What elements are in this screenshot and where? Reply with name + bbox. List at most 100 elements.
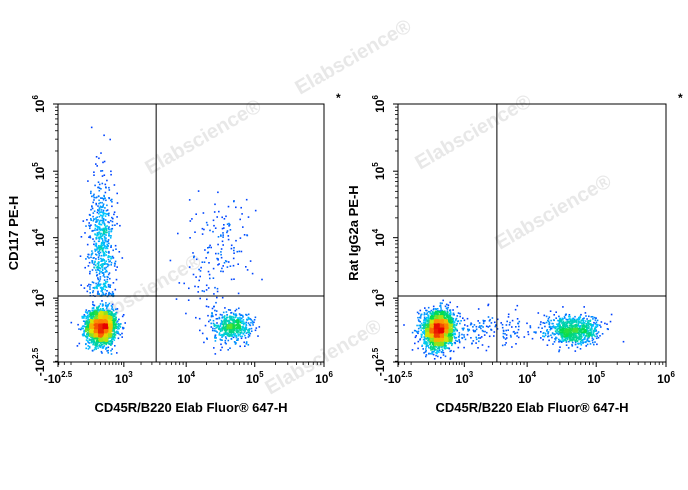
event-dot [458, 334, 461, 336]
event-dot [112, 249, 114, 252]
event-dot [581, 332, 584, 335]
event-dot [576, 329, 578, 332]
event-dot [222, 323, 224, 325]
event-dot [105, 209, 108, 212]
event-dot [86, 219, 88, 221]
event-dot [98, 228, 101, 231]
event-dot [99, 219, 102, 222]
event-dot [419, 324, 422, 327]
event-dot [584, 329, 587, 331]
event-dot [94, 337, 97, 339]
event-dot [564, 327, 567, 329]
event-dot [475, 336, 477, 339]
event-dot [247, 333, 250, 336]
event-dot [110, 349, 112, 352]
event-dot [98, 245, 100, 247]
event-dot [241, 328, 243, 331]
event-dot [112, 325, 114, 328]
event-dot [588, 336, 590, 339]
event-dot [89, 288, 91, 290]
event-dot [89, 319, 92, 322]
event-dot [595, 317, 597, 319]
event-dot [229, 333, 231, 336]
event-dot [100, 316, 102, 319]
event-dot [562, 339, 565, 341]
event-dot [193, 255, 195, 258]
event-dot [96, 324, 98, 326]
event-dot [86, 337, 89, 340]
event-dot [470, 322, 472, 324]
event-dot [574, 343, 577, 346]
event-dot [97, 181, 100, 183]
event-dot [232, 264, 235, 267]
event-dot [103, 228, 106, 231]
event-dot [247, 216, 250, 218]
event-dot [576, 329, 579, 331]
event-dot [571, 329, 573, 332]
event-dot [235, 331, 238, 334]
event-dot [566, 320, 568, 323]
event-dot [483, 334, 486, 336]
event-dot [572, 335, 574, 338]
event-dot [98, 215, 101, 218]
event-dot [97, 330, 99, 332]
event-dot [577, 325, 580, 327]
event-dot [467, 330, 470, 332]
event-dot [90, 190, 92, 193]
event-dot [543, 335, 546, 338]
event-dot [81, 333, 84, 336]
event-dot [557, 327, 559, 330]
event-dot [230, 244, 233, 247]
event-dot [230, 327, 233, 329]
event-dot [427, 310, 430, 313]
event-dot [222, 311, 225, 314]
event-dot [431, 346, 433, 349]
event-dot [592, 323, 595, 326]
event-dot [610, 313, 613, 316]
event-dot [570, 333, 572, 336]
event-dot [93, 310, 95, 313]
event-dot [221, 336, 223, 338]
event-dot [188, 199, 191, 201]
event-dot [110, 313, 112, 316]
event-dot [220, 256, 223, 259]
event-dot [87, 327, 89, 329]
event-dot [224, 341, 227, 344]
event-dot [486, 331, 488, 334]
event-dot [227, 339, 230, 342]
y-tick-label: 103 [31, 289, 47, 307]
event-dot [425, 355, 427, 358]
event-dot [104, 250, 107, 253]
event-dot [562, 324, 564, 327]
event-dot [92, 336, 94, 339]
event-dot [100, 287, 103, 289]
event-dot [102, 203, 105, 205]
event-dot [99, 337, 102, 339]
event-dot [107, 285, 110, 288]
event-dot [579, 325, 582, 327]
event-dot [444, 313, 447, 316]
event-dot [432, 305, 435, 308]
event-dot [576, 326, 578, 329]
event-dot [93, 335, 96, 338]
event-dot [580, 332, 582, 335]
event-dot [423, 339, 426, 341]
event-dot [425, 346, 427, 348]
event-dot [235, 342, 237, 344]
y-axis-label: CD117 PE-H [6, 196, 21, 270]
event-dot [103, 246, 105, 249]
event-dot [239, 318, 242, 321]
event-dot [554, 339, 557, 341]
event-dot [438, 311, 441, 314]
event-dot [449, 350, 451, 353]
event-dot [573, 331, 575, 333]
event-dot [92, 238, 94, 240]
event-dot [245, 342, 248, 344]
event-dot [203, 261, 206, 263]
event-dot [249, 332, 252, 335]
event-dot [98, 330, 100, 332]
event-dot [223, 327, 225, 330]
event-dot [212, 319, 215, 322]
event-dot [100, 223, 103, 226]
event-dot [201, 290, 204, 292]
